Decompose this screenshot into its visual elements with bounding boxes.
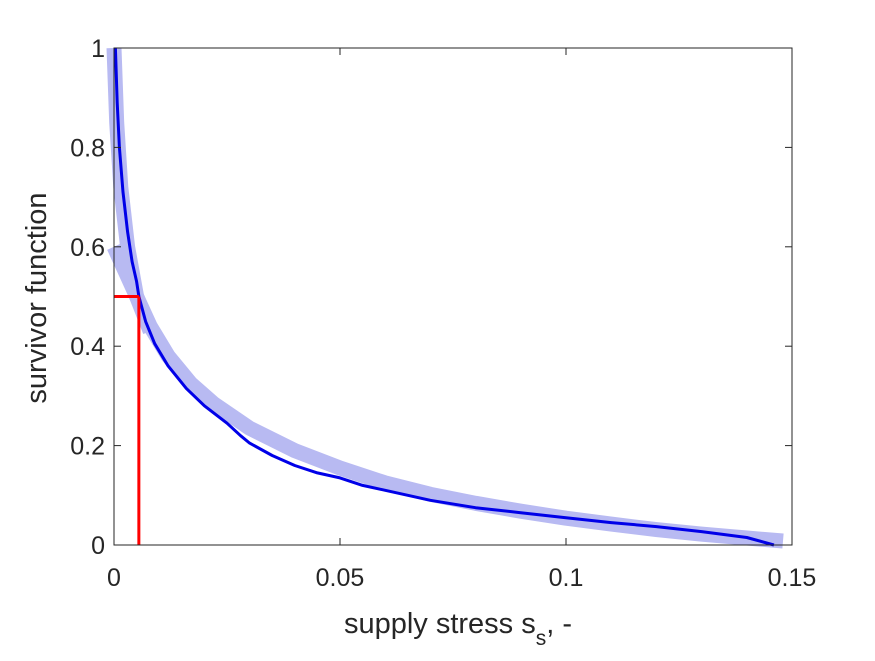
y-tick-label-0: 0	[91, 532, 105, 560]
y-axis-label: survivor function	[21, 192, 53, 403]
axis-ticks	[113, 47, 793, 546]
x-tick-label-0: 0	[107, 564, 121, 592]
y-tick-label-1: 0.2	[70, 433, 105, 461]
x-axis-label-suffix: , -	[546, 608, 572, 640]
confidence-band-1	[106, 47, 158, 335]
y-tick-label-3: 0.6	[70, 234, 105, 262]
plot-frame	[113, 47, 793, 546]
x-tick-label-3: 0.15	[768, 564, 817, 592]
x-tick-label-1: 0.05	[316, 564, 365, 592]
x-axis-label-main: supply stress s	[344, 608, 536, 640]
median-marker-layer	[114, 295, 141, 545]
x-tick-label-2: 0.1	[549, 564, 584, 592]
x-axis-label: supply stress ss, -	[344, 608, 572, 650]
confidence-band-0	[107, 243, 784, 549]
x-tick-labels: 0 0.05 0.1 0.15	[107, 564, 816, 592]
survivor-curve-line	[113, 47, 775, 547]
confidence-band-layer	[106, 47, 784, 549]
x-axis-label-subscript: s	[536, 627, 547, 650]
y-tick-label-2: 0.4	[70, 333, 105, 361]
y-tick-label-5: 1	[91, 35, 105, 63]
y-tick-labels: 0 0.2 0.4 0.6 0.8 1	[70, 35, 105, 560]
y-tick-label-4: 0.8	[70, 134, 105, 162]
survivor-curve-layer	[113, 47, 775, 547]
